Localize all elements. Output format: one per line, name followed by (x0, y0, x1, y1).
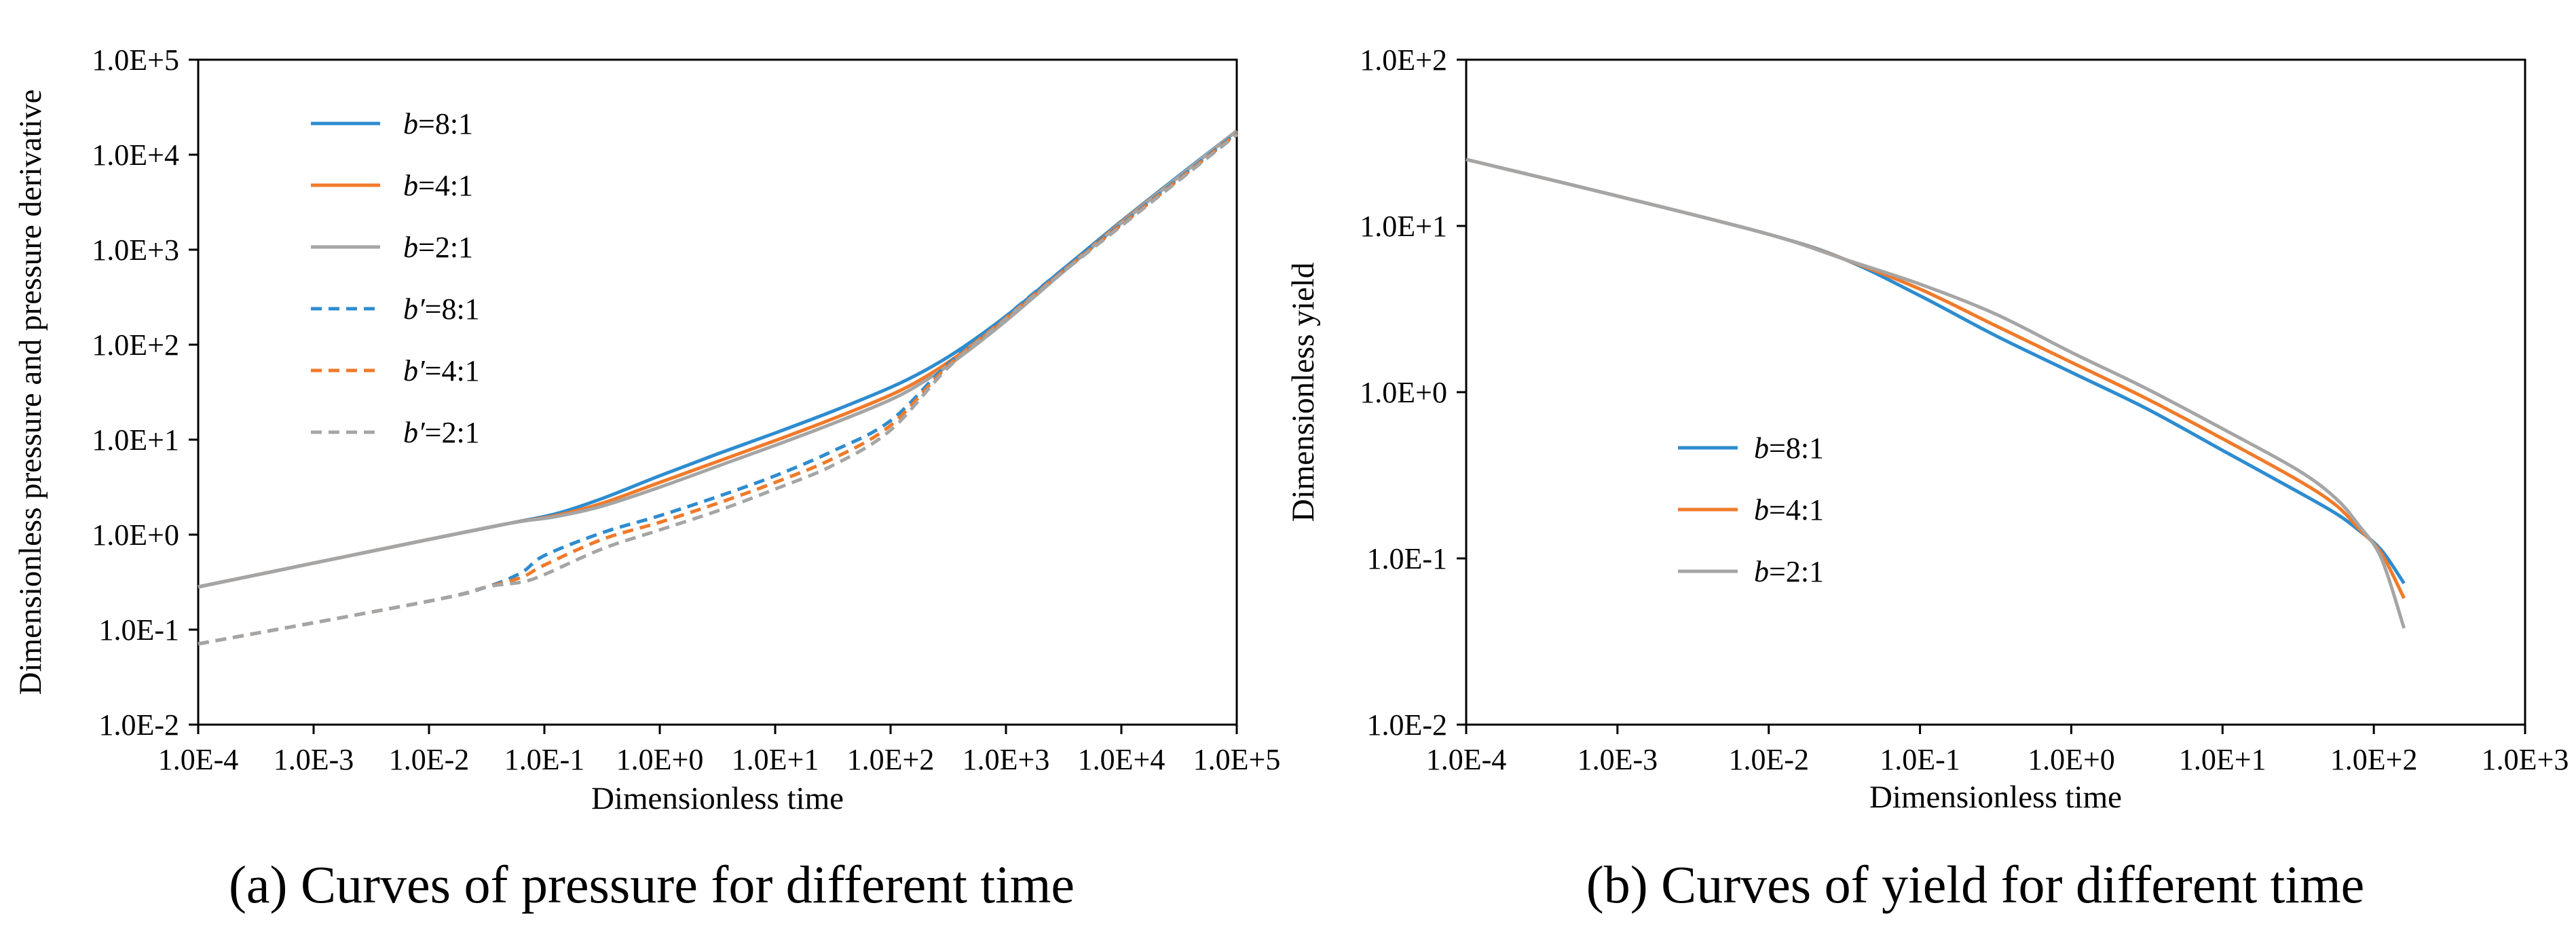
legend-label: b=2:1 (403, 231, 473, 264)
legend-label: b=4:1 (1754, 493, 1824, 527)
series-line-4-1 (1466, 157, 2406, 599)
legend-ratio: =4:1 (1769, 493, 1824, 527)
series-line-2-1 (1466, 157, 2406, 629)
legend-symbol: b (1754, 493, 1769, 527)
x-axis-title: Dimensionless time (591, 781, 844, 816)
plot-area-frame (197, 58, 1238, 726)
legend-label: b=2:1 (1754, 555, 1824, 588)
legend-symbol: b′ (403, 354, 426, 387)
series-line-derivative-4-1 (198, 132, 1238, 646)
legend-label: b=8:1 (403, 107, 473, 140)
legend-label: b=4:1 (403, 169, 473, 202)
legend-ratio: =8:1 (418, 107, 473, 140)
series-line-derivative-2-1 (198, 133, 1238, 646)
x-tick-label: 1.0E+1 (2179, 743, 2266, 776)
x-axis-title: Dimensionless time (1869, 780, 2122, 815)
y-tick-label: 1.0E-2 (1366, 708, 1447, 742)
legend-ratio: =2:1 (1769, 555, 1824, 588)
y-tick-label: 1.0E-1 (1366, 542, 1447, 575)
panel-b-yield-chart: 1.0E-4 1.0E-3 1.0E-2 1.0E-1 1.0E+0 1.0E+1 1.0E… (1286, 43, 2569, 815)
x-tick-label: 1.0E+4 (1078, 743, 1165, 776)
x-tick-label: 1.0E+5 (1193, 743, 1281, 776)
x-tick-label: 1.0E-3 (1578, 743, 1658, 776)
y-tick-label: 1.0E+0 (92, 518, 179, 552)
legend-ratio: =2:1 (425, 416, 480, 449)
x-tick-label: 1.0E-1 (504, 743, 585, 776)
y-tick-label: 1.0E+4 (92, 138, 179, 172)
caption-panel-b: (b) Curves of yield for different time (1586, 855, 2365, 914)
y-tick-label: 1.0E+3 (92, 233, 179, 267)
x-tick-label: 1.0E+0 (616, 743, 704, 776)
legend-ratio: =2:1 (418, 231, 473, 264)
panel-a-pressure-chart: 1.0E-4 1.0E-3 1.0E-2 1.0E-1 1.0E+0 1.0E+1 1.0E… (13, 43, 1280, 816)
x-tick-label: 1.0E+3 (963, 743, 1050, 776)
legend-symbol: b (403, 169, 418, 202)
legend-symbol: b (403, 107, 418, 140)
legend-ratio: =8:1 (1769, 432, 1824, 465)
series-line-4-1 (198, 130, 1238, 589)
y-tick-label: 1.0E+0 (1360, 376, 1447, 409)
legend-symbol: b (1754, 432, 1769, 465)
legend-label: b′=8:1 (403, 292, 480, 326)
x-tick-label: 1.0E+3 (2482, 743, 2569, 776)
x-tick-label: 1.0E-4 (1426, 743, 1507, 776)
legend-ratio: =4:1 (418, 169, 473, 202)
legend-symbol: b (403, 231, 418, 264)
y-tick-label: 1.0E-2 (98, 708, 179, 742)
y-tick-label: 1.0E+1 (1360, 210, 1447, 243)
legend-ratio: =4:1 (425, 354, 480, 387)
x-tick-label: 1.0E+0 (2028, 743, 2115, 776)
x-tick-label: 1.0E+2 (847, 743, 935, 776)
x-tick-label: 1.0E-1 (1880, 743, 1960, 776)
legend-label: b′=2:1 (403, 416, 480, 449)
y-axis-title: Dimensionless yield (1286, 263, 1321, 522)
legend-symbol: b (1754, 555, 1769, 588)
legend-symbol: b′ (403, 292, 426, 326)
x-tick-label: 1.0E+2 (2330, 743, 2418, 776)
series-line-8-1 (198, 130, 1238, 589)
x-tick-label: 1.0E-4 (158, 743, 239, 776)
plot-area-frame (1465, 58, 2526, 726)
y-tick-label: 1.0E+5 (92, 43, 179, 77)
y-tick-label: 1.0E+2 (1360, 43, 1447, 77)
legend-label: b′=4:1 (403, 354, 480, 387)
y-tick-label: 1.0E+2 (92, 328, 179, 362)
x-tick-label: 1.0E-2 (389, 743, 470, 776)
y-axis-title: Dimensionless pressure and pressure deri… (13, 90, 48, 695)
series-line-derivative-8-1 (198, 131, 1238, 646)
series-line-8-1 (1466, 157, 2406, 585)
y-tick-label: 1.0E+1 (92, 423, 179, 457)
legend-symbol: b′ (403, 416, 426, 449)
legend-label: b=8:1 (1754, 432, 1824, 465)
x-tick-label: 1.0E-2 (1728, 743, 1809, 776)
caption-panel-a: (a) Curves of pressure for different tim… (229, 855, 1075, 914)
legend-ratio: =8:1 (425, 292, 480, 326)
series-line-2-1 (198, 130, 1238, 589)
y-tick-label: 1.0E-1 (98, 613, 179, 647)
x-tick-label: 1.0E-3 (274, 743, 354, 776)
x-tick-label: 1.0E+1 (732, 743, 819, 776)
